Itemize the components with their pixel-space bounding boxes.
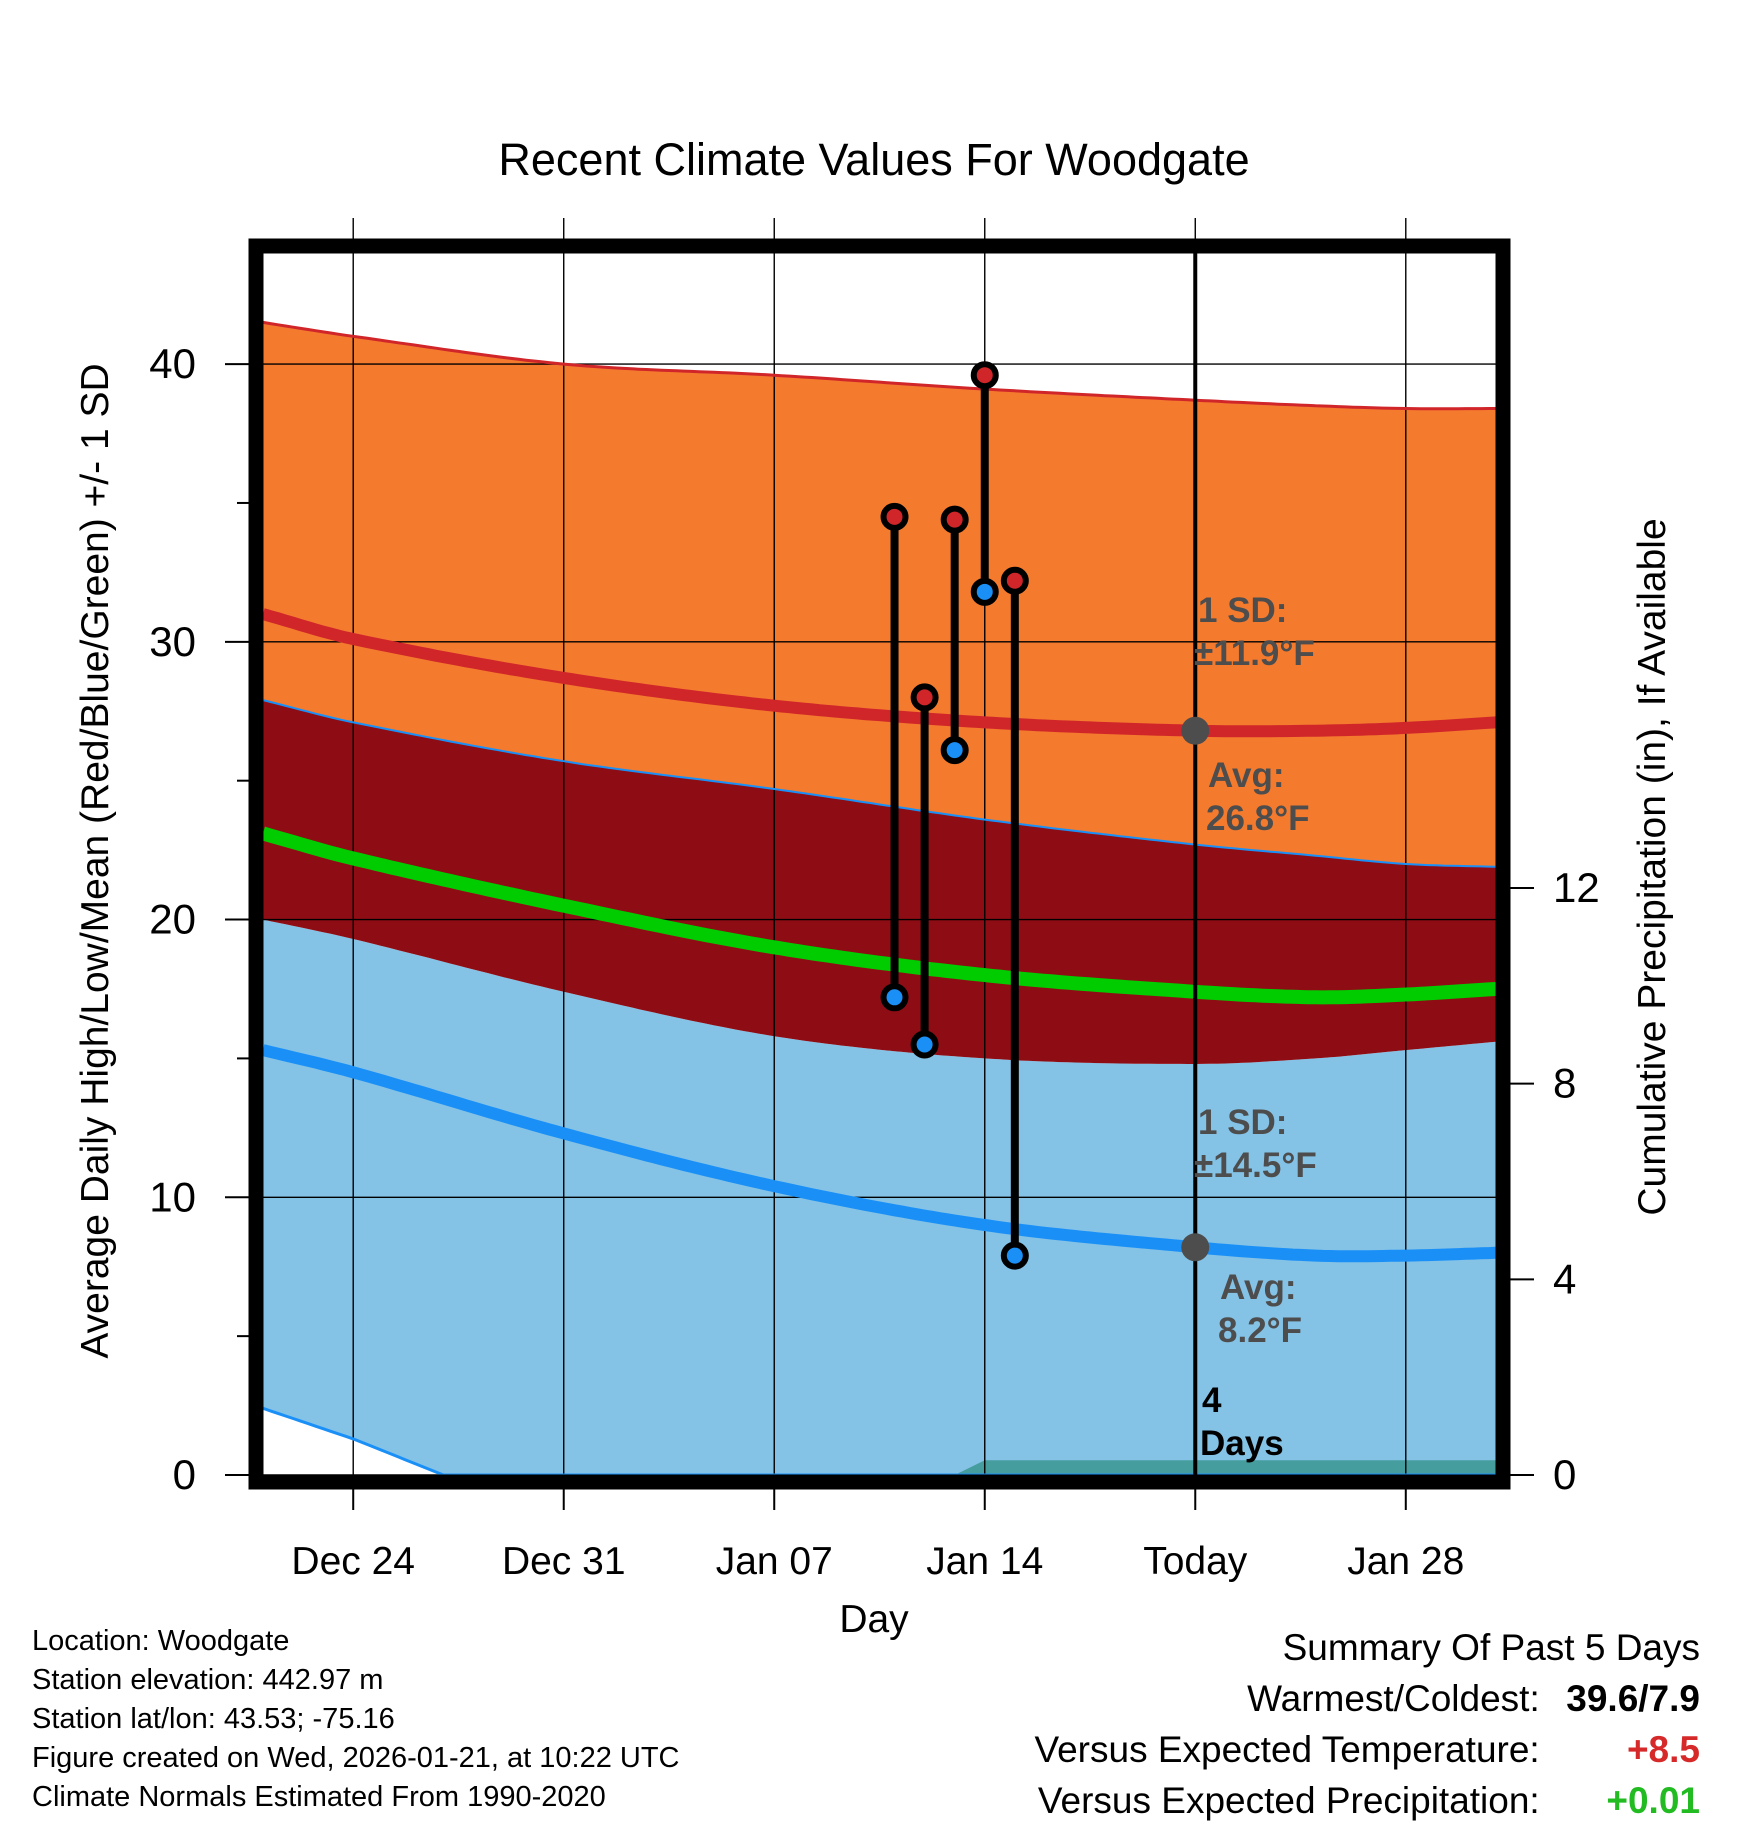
y-right-tick-label: 4 (1553, 1255, 1576, 1302)
elevation-text: Station elevation: 442.97 m (32, 1664, 384, 1696)
x-tick-label: Dec 24 (291, 1540, 415, 1583)
high-avg-value: 26.8°F (1206, 799, 1310, 838)
observed-bars (880, 361, 1029, 1270)
high-lower-edge-line (263, 699, 1496, 868)
observed-low-point (880, 983, 909, 1012)
precipitation-area (263, 1460, 1496, 1475)
chart-title: Recent Climate Values For Woodgate (498, 134, 1249, 185)
latlon-text: Station lat/lon: 43.53; -75.16 (32, 1703, 395, 1735)
x-tick-label: Dec 31 (502, 1540, 626, 1583)
summary-panel: Summary Of Past 5 Days Warmest/Coldest: … (1034, 1622, 1700, 1826)
observed-high-point (880, 502, 909, 531)
y-tick-label: 0 (173, 1451, 196, 1498)
low-avg-title: Avg: (1220, 1268, 1296, 1307)
low-avg-value: 8.2°F (1218, 1311, 1302, 1350)
y-axis-label-left: Average Daily High/Low/Mean (Red/Blue/Gr… (74, 363, 117, 1358)
high-avg-title: Avg: (1208, 756, 1284, 795)
observed-low-point (940, 736, 969, 765)
x-tick-label: Jan 07 (716, 1540, 833, 1583)
summary-title: Summary Of Past 5 Days (1282, 1627, 1700, 1668)
low-temperature-line (263, 1044, 1496, 1263)
normals-text: Climate Normals Estimated From 1990-2020 (32, 1781, 606, 1813)
y-right-tick-label: 8 (1553, 1060, 1576, 1107)
x-axis-label: Day (839, 1598, 909, 1641)
mean-temperature-line (263, 826, 1496, 1005)
x-tick-label: Today (1143, 1540, 1248, 1583)
location-text: Location: Woodgate (32, 1625, 290, 1657)
precip-label: Versus Expected Precipitation: (1037, 1780, 1540, 1821)
created-text: Figure created on Wed, 2026-01-21, at 10… (32, 1742, 680, 1774)
warmest-label: Warmest/Coldest: (1247, 1678, 1540, 1719)
observed-high-point (1000, 566, 1029, 595)
tick-labels: Dec 24 Dec 31 Jan 07 Jan 14 Today Jan 28 0 10 20… (149, 340, 1599, 1583)
temp-value: +8.5 (1626, 1729, 1700, 1770)
y-tick-label: 20 (149, 896, 196, 943)
high-average-marker (1181, 716, 1210, 745)
high-sd-title: 1 SD: (1198, 591, 1287, 630)
summary-precip-row: Versus Expected Precipitation: +0.01 (1034, 1775, 1700, 1826)
observed-low-point (970, 577, 999, 606)
station-info: Location: Woodgate Station elevation: 44… (32, 1622, 680, 1817)
low-average-marker (1181, 1233, 1210, 1262)
y-right-tick-label: 12 (1553, 864, 1600, 911)
observed-low-point (1000, 1241, 1029, 1270)
observed-high-point (910, 683, 939, 712)
overlap-band (263, 700, 1496, 1064)
observed-low-point (910, 1030, 939, 1059)
observed-high-point (970, 361, 999, 390)
high-sd-value: ±11.9°F (1194, 634, 1315, 673)
y-tick-label: 40 (149, 340, 196, 387)
y-axis-label-right: Cumulative Precipitation (in), If Availa… (1631, 518, 1674, 1215)
x-tick-label: Jan 28 (1347, 1540, 1464, 1583)
summary-warmest-row: Warmest/Coldest: 39.6/7.9 (1034, 1673, 1700, 1724)
y-right-tick-label: 0 (1553, 1451, 1576, 1498)
high-temperature-line (263, 608, 1496, 738)
high-upper-edge-line (263, 320, 1496, 411)
low-sd-title: 1 SD: (1198, 1103, 1287, 1142)
precip-value: +0.01 (1606, 1780, 1700, 1821)
summary-temp-row: Versus Expected Temperature: +8.5 (1034, 1724, 1700, 1775)
x-tick-label: Jan 14 (926, 1540, 1043, 1583)
low-sd-value: ±14.5°F (1194, 1146, 1317, 1185)
days-label: Days (1200, 1424, 1284, 1463)
temp-label: Versus Expected Temperature: (1034, 1729, 1540, 1770)
observed-high-point (940, 505, 969, 534)
plot-frame (248, 238, 1511, 1490)
warmest-value: 39.6/7.9 (1566, 1678, 1700, 1719)
days-count: 4 (1202, 1381, 1222, 1420)
y-tick-label: 10 (149, 1173, 196, 1220)
y-tick-label: 30 (149, 618, 196, 665)
